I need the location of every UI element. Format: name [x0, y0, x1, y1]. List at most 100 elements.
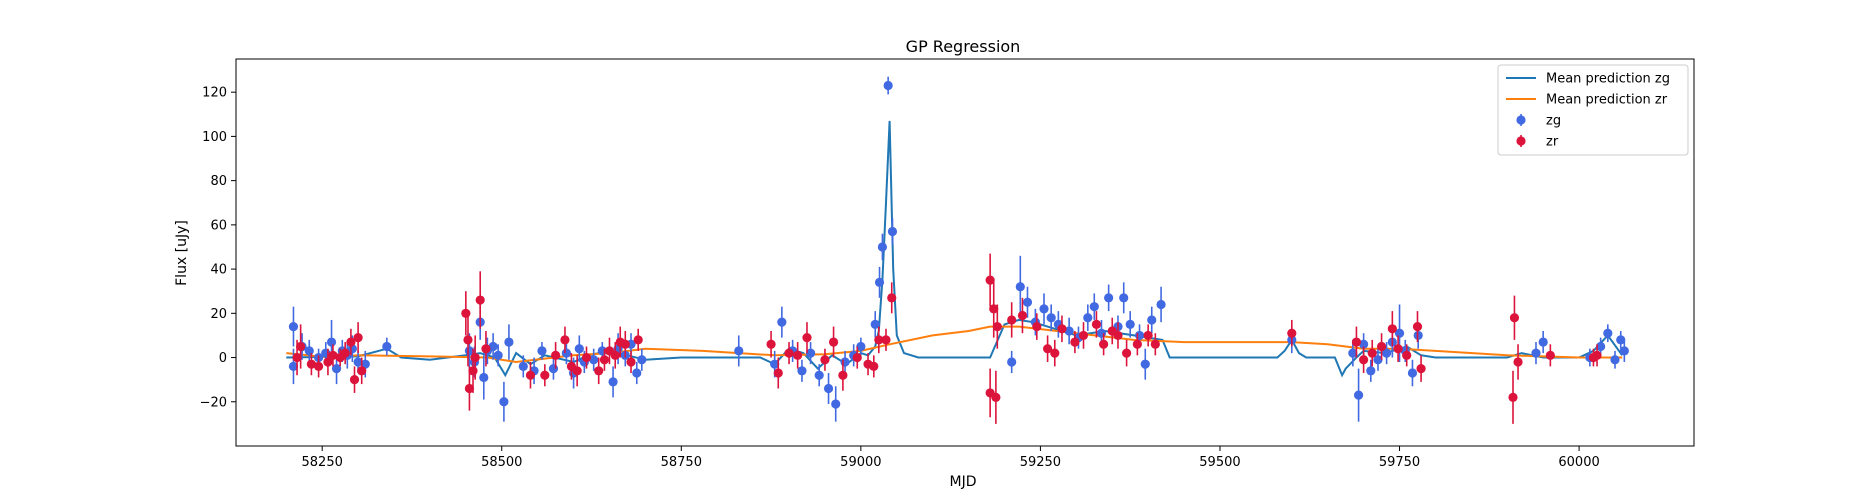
- point-marker: [1070, 337, 1080, 347]
- data-point-zg: [561, 342, 571, 365]
- plot-frame: [235, 58, 1695, 447]
- data-point-zr: [560, 326, 570, 354]
- data-point-zg: [382, 337, 392, 356]
- point-marker: [874, 335, 884, 345]
- data-point-zg: [1531, 342, 1541, 365]
- data-point-zr: [1032, 313, 1042, 340]
- point-marker: [1367, 348, 1377, 358]
- legend: Mean prediction zg Mean prediction zr zg zr: [1497, 64, 1689, 156]
- data-point-zg: [632, 361, 642, 385]
- point-marker: [1099, 339, 1109, 349]
- data-point-zr: [1050, 339, 1060, 367]
- point-marker: [518, 361, 528, 371]
- point-marker: [1119, 293, 1129, 303]
- point-marker: [633, 335, 643, 345]
- data-point-zr: [1122, 339, 1132, 367]
- point-marker: [1616, 335, 1626, 345]
- data-point-zg: [1046, 304, 1056, 332]
- data-point-zr: [874, 326, 884, 354]
- data-point-zr: [357, 357, 367, 385]
- data-point-zg: [1125, 311, 1135, 338]
- point-marker: [1359, 339, 1369, 349]
- data-point-zr: [581, 346, 592, 369]
- point-marker: [784, 348, 794, 358]
- point-marker: [1007, 315, 1017, 325]
- data-point-zg: [1083, 304, 1093, 332]
- data-point-zr: [1132, 333, 1142, 356]
- data-point-zr: [985, 253, 995, 307]
- y-axis-ticks: −20 0 20 40 60 80 100 120: [200, 86, 236, 410]
- point-marker: [805, 348, 816, 358]
- data-point-zr: [1359, 346, 1369, 374]
- data-point-zg: [1089, 293, 1099, 320]
- data-point-zg: [1381, 342, 1392, 365]
- point-marker: [1348, 348, 1358, 358]
- point-marker: [870, 319, 880, 329]
- point-marker: [1387, 324, 1397, 334]
- point-marker: [1050, 348, 1060, 358]
- data-point-zr: [349, 366, 360, 393]
- data-point-zr: [1509, 295, 1520, 340]
- point-marker: [481, 344, 491, 354]
- data-point-zg: [887, 218, 898, 245]
- point-marker: [479, 372, 489, 383]
- point-marker: [1619, 346, 1629, 356]
- line-mean-prediction-zg: [286, 120, 1624, 378]
- data-point-zr: [1402, 344, 1412, 367]
- point-marker: [1104, 293, 1114, 303]
- data-point-zr: [887, 282, 897, 314]
- point-marker: [463, 335, 473, 345]
- point-marker: [331, 364, 342, 374]
- data-point-zr: [475, 271, 485, 329]
- point-marker: [1508, 392, 1518, 402]
- point-marker: [992, 321, 1002, 332]
- point-marker: [1592, 350, 1602, 360]
- x-tick-label: 60000: [1558, 455, 1599, 470]
- point-marker: [499, 397, 509, 407]
- point-marker: [574, 344, 584, 354]
- data-point-zg: [1007, 350, 1017, 374]
- point-marker: [525, 370, 536, 380]
- data-point-zg: [479, 355, 489, 400]
- point-marker: [985, 275, 995, 285]
- point-marker: [551, 350, 561, 360]
- point-marker: [1039, 304, 1049, 314]
- data-point-zg: [777, 306, 787, 338]
- point-marker: [1125, 319, 1135, 329]
- data-point-zg: [1353, 368, 1364, 422]
- observation-points: [288, 76, 1629, 424]
- point-marker: [1064, 326, 1074, 336]
- data-point-zg: [823, 373, 834, 404]
- data-point-zg: [288, 348, 299, 385]
- data-point-zr: [820, 348, 830, 371]
- point-marker: [1412, 321, 1423, 332]
- data-point-zg: [537, 342, 547, 360]
- point-marker: [1407, 368, 1418, 378]
- data-point-zg: [1147, 306, 1157, 334]
- point-marker: [589, 355, 599, 365]
- y-tick-label: 40: [210, 263, 227, 278]
- y-tick-label: 120: [202, 86, 227, 101]
- point-marker: [608, 377, 618, 387]
- data-point-zg: [1407, 359, 1418, 387]
- data-point-zr: [1367, 339, 1377, 367]
- data-point-zg: [814, 364, 824, 387]
- data-point-zr: [594, 357, 604, 385]
- point-marker: [838, 370, 848, 380]
- data-point-zg: [874, 266, 885, 298]
- point-marker: [288, 361, 299, 371]
- point-marker: [1007, 357, 1017, 367]
- point-marker: [1022, 297, 1033, 307]
- y-axis-label: Flux [uJy]: [174, 220, 190, 286]
- point-marker: [1046, 313, 1056, 323]
- data-point-zr: [346, 328, 356, 356]
- data-point-zr: [328, 344, 338, 367]
- y-tick-label: 60: [210, 218, 227, 233]
- point-marker: [288, 321, 299, 332]
- point-marker: [461, 308, 471, 318]
- point-marker: [856, 341, 866, 352]
- data-point-zg: [488, 333, 498, 360]
- legend-marker-swatch: [1516, 115, 1526, 125]
- data-point-zg: [1039, 293, 1049, 325]
- point-marker: [464, 346, 475, 356]
